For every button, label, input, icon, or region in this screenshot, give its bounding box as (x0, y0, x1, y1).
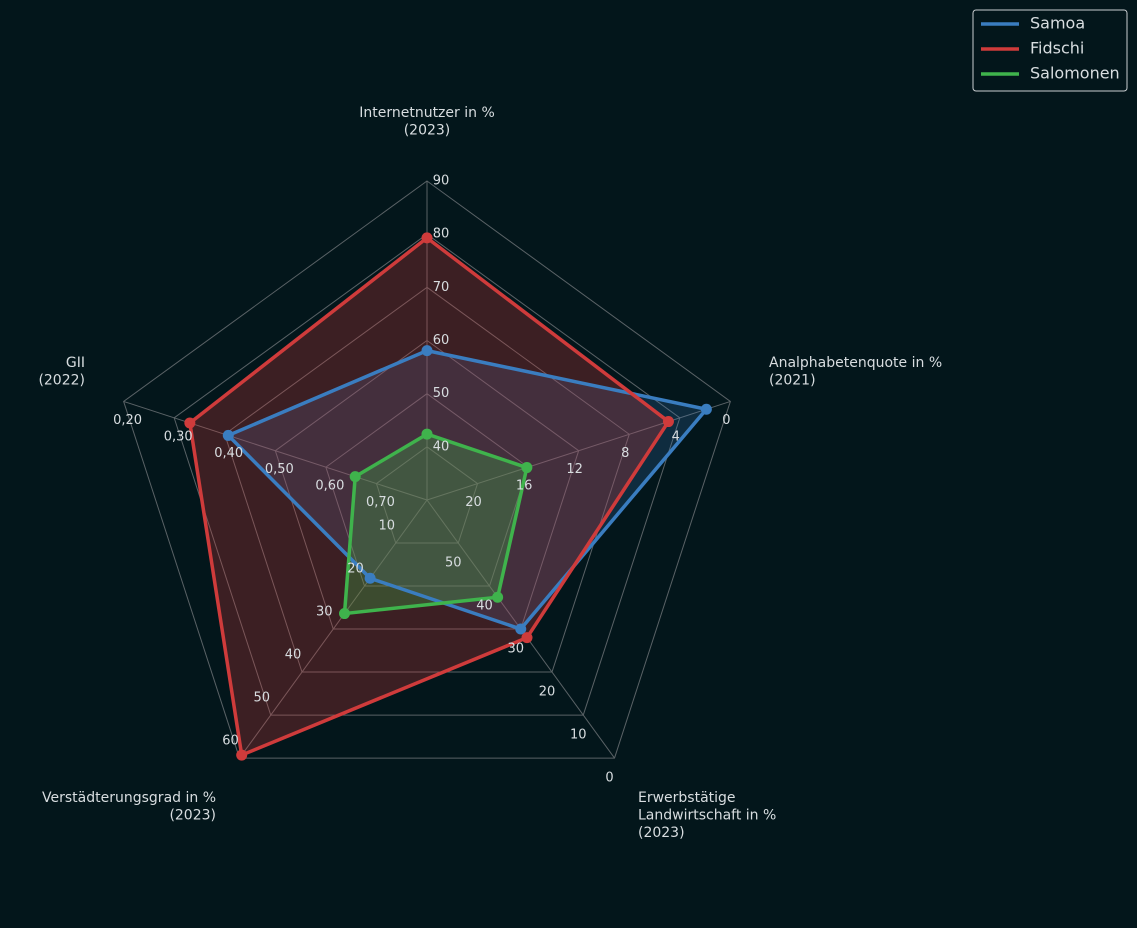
series-point (662, 416, 674, 428)
legend-label: Fidschi (1030, 39, 1084, 58)
tick-label: 40 (285, 648, 302, 663)
axis-label: (2022) (38, 373, 85, 389)
tick-label: 0,70 (366, 495, 395, 510)
tick-label: 20 (347, 562, 364, 577)
tick-label: 0 (605, 771, 613, 786)
series-point (521, 462, 533, 474)
tick-label: 10 (378, 519, 395, 534)
tick-label: 0,20 (113, 413, 142, 428)
tick-label: 20 (465, 495, 482, 510)
series-point (700, 403, 712, 415)
series-point (338, 608, 350, 620)
tick-label: 50 (445, 556, 462, 571)
grid-ring (173, 233, 681, 716)
legend-box (972, 9, 1128, 92)
tick-label: 0,30 (164, 429, 193, 444)
axis-label: Erwerbstätige (638, 790, 736, 806)
axis-label: (2021) (769, 373, 816, 389)
tick-label: 60 (222, 734, 239, 749)
axis-label: Verstädterungsgrad in % (42, 790, 216, 806)
axis-label: (2023) (404, 123, 451, 139)
tick-label: 20 (539, 685, 556, 700)
series-area (228, 350, 707, 630)
series-point (364, 572, 376, 584)
axis-label: (2023) (638, 825, 685, 841)
series-point (492, 591, 504, 603)
spoke (239, 499, 428, 759)
series-point (521, 632, 533, 644)
tick-label: 50 (253, 691, 270, 706)
grid-ring (224, 286, 630, 673)
tick-label: 0,40 (214, 446, 243, 461)
legend-label: Samoa (1030, 14, 1085, 33)
axis-label: GII (66, 355, 85, 371)
axis-label: Landwirtschaft in % (638, 808, 776, 824)
tick-label: 8 (621, 446, 629, 461)
grid-ring (375, 446, 479, 544)
tick-label: 50 (433, 386, 450, 401)
series-point (349, 471, 361, 483)
series-area (344, 434, 527, 614)
tick-label: 0,60 (315, 479, 344, 494)
tick-label: 40 (476, 599, 493, 614)
tick-label: 60 (433, 333, 450, 348)
tick-label: 0 (722, 413, 730, 428)
series-line (342, 432, 529, 616)
tick-label: 30 (507, 642, 524, 657)
tick-label: 0,50 (265, 462, 294, 477)
series-area (189, 237, 669, 756)
axis-label: Analphabetenquote in % (769, 355, 942, 371)
tick-label: 90 (433, 174, 450, 189)
tick-label: 40 (433, 439, 450, 454)
series-line (188, 236, 671, 757)
series-point (236, 749, 248, 761)
legend-label: Salomonen (1030, 64, 1120, 83)
axis-label: Internetnutzer in % (359, 105, 495, 121)
series-point (421, 232, 433, 244)
axis-label: (2023) (169, 808, 216, 824)
tick-label: 80 (433, 227, 450, 242)
tick-label: 16 (516, 479, 533, 494)
series-point (421, 428, 433, 440)
spoke (426, 400, 731, 501)
grid-ring (325, 393, 529, 587)
tick-label: 70 (433, 280, 450, 295)
grid-ring (274, 339, 580, 630)
series-point (515, 623, 527, 635)
tick-label: 10 (570, 728, 587, 743)
tick-label: 4 (672, 429, 680, 444)
spoke (123, 400, 428, 501)
tick-label: 30 (316, 605, 333, 620)
series-point (421, 345, 433, 357)
series-point (222, 429, 234, 441)
tick-label: 12 (566, 462, 583, 477)
series-point (184, 417, 196, 429)
grid-ring (123, 180, 731, 759)
